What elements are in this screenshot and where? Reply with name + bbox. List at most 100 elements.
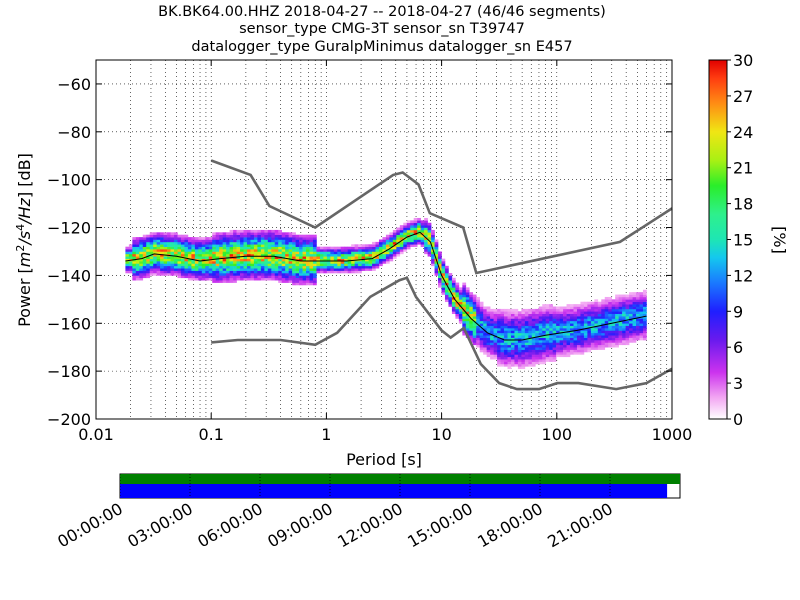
ppsd-cell [333, 253, 338, 257]
ppsd-cell [514, 318, 519, 322]
ppsd-cell [441, 292, 446, 295]
ppsd-cell [434, 273, 439, 276]
ppsd-cell [448, 280, 453, 283]
ppsd-cell [361, 256, 366, 259]
ppsd-cell [222, 253, 227, 257]
ppsd-cell [451, 306, 456, 310]
ppsd-cell [128, 270, 133, 274]
ppsd-cell [580, 323, 585, 326]
ppsd-cell [375, 263, 380, 267]
ppsd-cell [566, 323, 571, 326]
ppsd-cell [531, 320, 536, 324]
ppsd-cell [590, 328, 595, 331]
ppsd-cell [229, 261, 234, 264]
ppsd-cell [570, 335, 574, 338]
ppsd-cell [510, 325, 515, 329]
ppsd-cell [125, 261, 130, 264]
ppsd-cell [517, 347, 522, 350]
ppsd-cell [549, 340, 553, 343]
ppsd-cell [632, 318, 637, 322]
ppsd-cell [299, 261, 303, 264]
ppsd-cell [354, 261, 359, 264]
ppsd-cell [597, 344, 602, 348]
ppsd-cell [250, 239, 255, 243]
ppsd-cell [160, 268, 164, 271]
ppsd-cell [278, 268, 283, 271]
ppsd-cell [208, 275, 213, 279]
ppsd-cell [219, 253, 223, 257]
ppsd-cell [191, 241, 196, 245]
ppsd-cell [538, 330, 543, 334]
ppsd-cell [542, 354, 547, 358]
ppsd-cell [604, 342, 609, 346]
ppsd-cell [403, 227, 408, 231]
ppsd-cell [601, 313, 606, 317]
ppsd-cell [615, 323, 619, 326]
ppsd-cell [465, 325, 470, 329]
ppsd-cell [260, 268, 265, 271]
ppsd-cell [493, 308, 498, 312]
ppsd-cell [281, 253, 286, 257]
ppsd-cell [472, 308, 477, 312]
ppsd-cell [316, 251, 321, 255]
ppsd-cell [201, 241, 206, 245]
ppsd-cell [285, 268, 289, 271]
ppsd-cell [597, 313, 602, 317]
ppsd-cell [330, 246, 335, 250]
ppsd-cell [389, 244, 394, 247]
ppsd-cell [517, 366, 522, 370]
ppsd-cell [198, 270, 203, 274]
ppsd-cell [288, 246, 293, 250]
ppsd-cell [128, 261, 133, 264]
ppsd-cell [580, 313, 585, 317]
ppsd-cell [215, 275, 220, 279]
ppsd-cell [448, 301, 453, 305]
ppsd-cell [354, 253, 359, 257]
ppsd-cell [507, 325, 512, 329]
ppsd-cell [382, 237, 387, 240]
ppsd-cell [233, 246, 237, 250]
ppsd-cell [611, 328, 616, 331]
ppsd-cell [372, 268, 376, 271]
ppsd-cell [601, 342, 606, 346]
ppsd-cell [604, 296, 609, 300]
ppsd-cell [590, 306, 595, 310]
ppsd-cell [278, 237, 283, 240]
ppsd-cell [576, 344, 581, 348]
ppsd-cell [632, 340, 637, 343]
ppsd-cell [132, 249, 137, 252]
ppsd-cell [392, 249, 397, 252]
ppsd-cell [201, 253, 206, 257]
ppsd-cell [167, 268, 171, 271]
ppsd-cell [535, 316, 540, 319]
ppsd-cell [288, 277, 293, 281]
ppsd-cell [385, 241, 390, 245]
ppsd-cell [639, 292, 644, 295]
ppsd-cell [135, 251, 140, 255]
ppsd-cell [451, 284, 456, 288]
ppsd-cell [427, 227, 432, 231]
ppsd-cell [490, 320, 494, 324]
ppsd-cell [167, 273, 171, 276]
ppsd-cell [243, 261, 248, 264]
ppsd-cell [243, 234, 248, 238]
ppsd-cell [306, 251, 310, 255]
ppsd-cell [431, 244, 435, 247]
ppsd-cell [403, 225, 408, 228]
ppsd-cell [465, 311, 470, 314]
ppsd-cell [233, 244, 237, 247]
ppsd-cell [573, 311, 578, 314]
ppsd-cell [180, 251, 185, 255]
ppsd-cell [174, 263, 178, 267]
ppsd-cell [542, 308, 547, 312]
ppsd-cell [434, 239, 439, 243]
colorbar-tick-label: 24 [733, 123, 753, 142]
ppsd-cell [378, 258, 383, 262]
ppsd-cell [601, 330, 606, 334]
ppsd-cell [618, 328, 623, 331]
ppsd-cell [246, 273, 251, 276]
ppsd-cell [174, 270, 178, 274]
ppsd-cell [469, 320, 474, 324]
ppsd-cell [597, 325, 602, 329]
